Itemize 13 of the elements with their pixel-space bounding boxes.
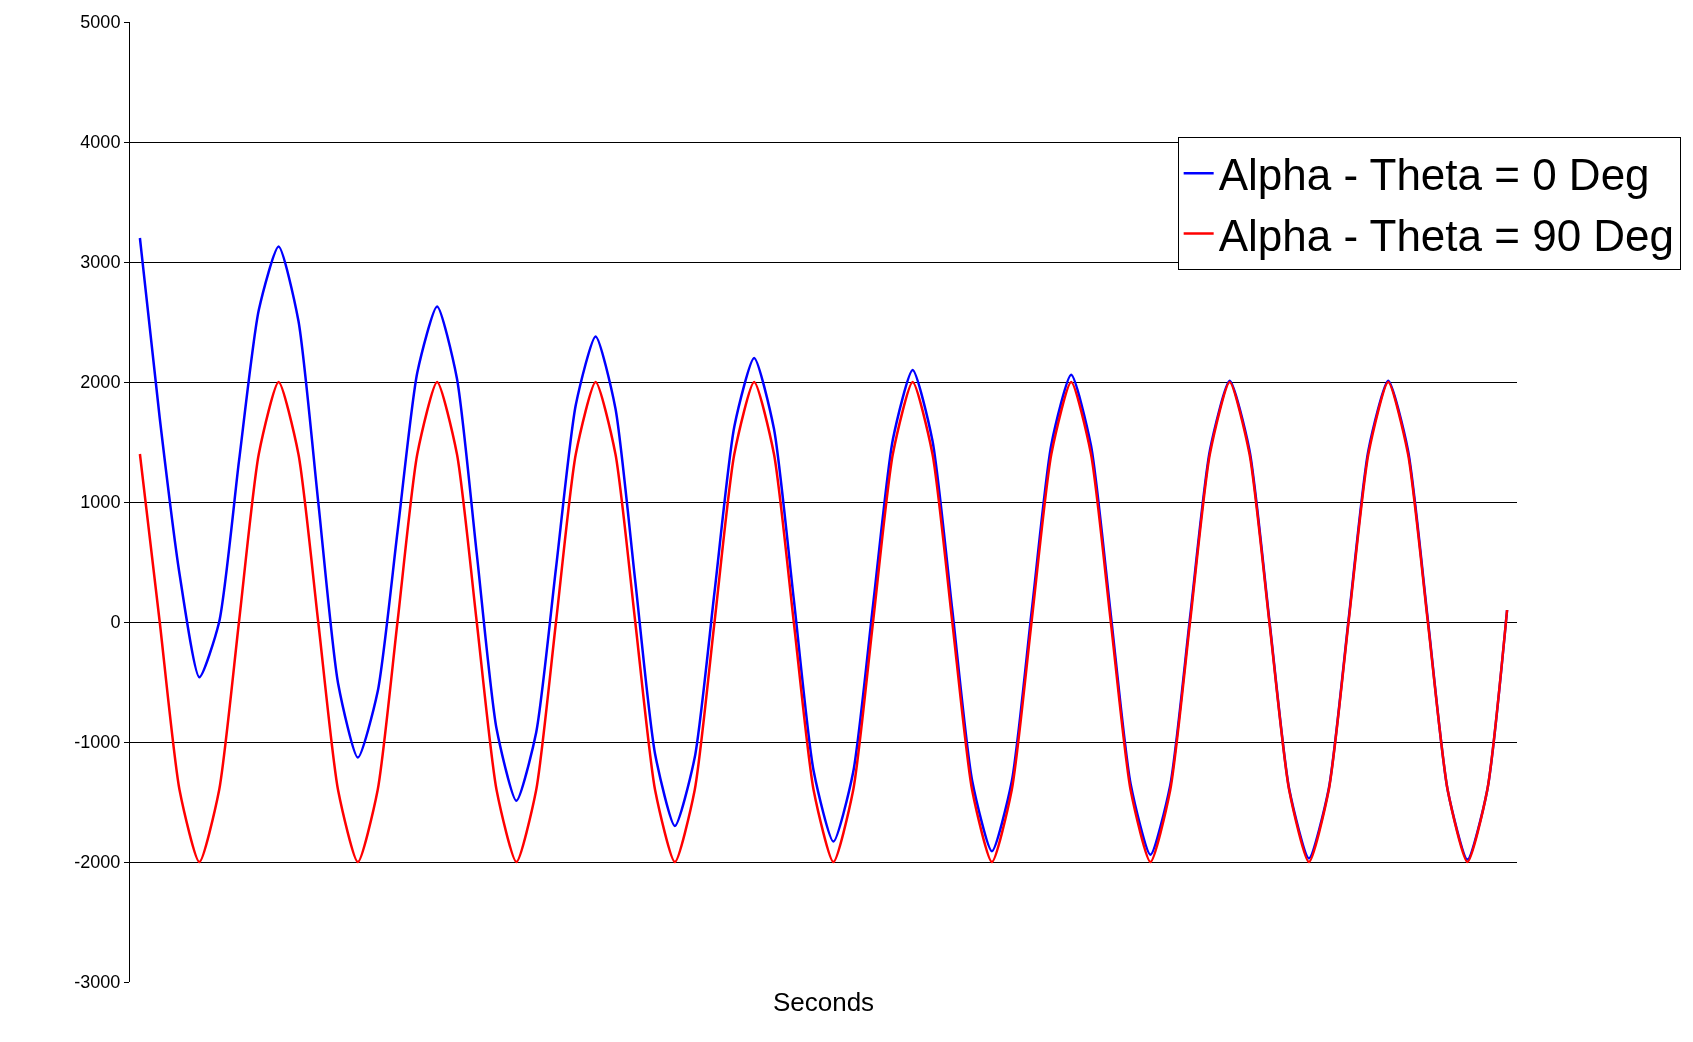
y-tick-label: 1000 bbox=[80, 492, 121, 513]
legend-label: Alpha - Theta = 0 Deg bbox=[1218, 150, 1650, 200]
y-tick-label: 5000 bbox=[80, 12, 121, 33]
y-tick-label: 0 bbox=[110, 612, 121, 633]
x-axis-title: Seconds bbox=[772, 986, 875, 1017]
y-tick-label: 4000 bbox=[80, 132, 121, 153]
y-tick-label: -1000 bbox=[74, 732, 121, 753]
y-tick-label: -2000 bbox=[74, 852, 121, 873]
y-tick-label: 2000 bbox=[80, 372, 121, 393]
y-tick-label: -3000 bbox=[74, 972, 121, 993]
legend-label: Alpha - Theta = 90 Deg bbox=[1218, 210, 1675, 260]
y-tick-label: 3000 bbox=[80, 252, 121, 273]
line-series bbox=[138, 380, 1509, 864]
